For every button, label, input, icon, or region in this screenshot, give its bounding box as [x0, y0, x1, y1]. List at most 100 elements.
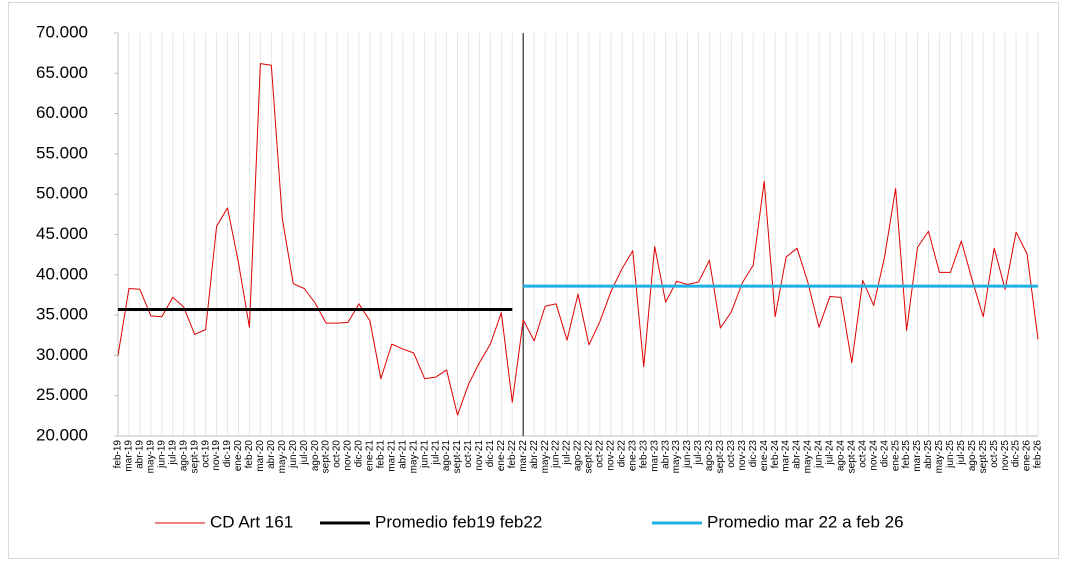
x-tick-label: mar-20 [255, 440, 266, 472]
x-tick-label: feb-19 [113, 440, 124, 469]
x-tick-label: may-20 [277, 440, 288, 474]
y-tick-label: 20.000 [36, 425, 88, 444]
x-tick-label: oct-25 [989, 440, 1000, 468]
x-tick-label: oct-21 [463, 440, 474, 468]
y-tick-label: 65.000 [36, 63, 88, 82]
y-tick-label: 55.000 [36, 143, 88, 162]
x-tick-label: oct-23 [726, 440, 737, 468]
x-tick-label: ago-21 [441, 440, 452, 472]
x-tick-label: mar-23 [649, 440, 660, 472]
y-tick-label: 40.000 [36, 264, 88, 283]
x-tick-label: nov-23 [737, 440, 748, 471]
x-tick-label: jul-22 [562, 440, 573, 466]
x-tick-label: jul-23 [693, 440, 704, 466]
x-tick-label: sept-24 [846, 440, 857, 474]
x-tick-label: nov-24 [868, 440, 879, 471]
x-tick-label: nov-25 [1000, 440, 1011, 471]
x-tick-label: abr-21 [397, 440, 408, 469]
x-tick-label: sept-20 [321, 440, 332, 474]
x-tick-label: abr-19 [135, 440, 146, 469]
x-tick-label: ene-22 [496, 440, 507, 472]
x-tick-label: sept-19 [189, 440, 200, 474]
y-tick-label: 35.000 [36, 305, 88, 324]
x-tick-label: feb-20 [244, 440, 255, 469]
y-tick-label: 60.000 [36, 103, 88, 122]
x-tick-label: oct-20 [332, 440, 343, 468]
y-tick-label: 30.000 [36, 345, 88, 364]
x-tick-label: dic-19 [222, 440, 233, 468]
x-tick-label: ago-22 [573, 440, 584, 472]
x-tick-label: jun-19 [156, 440, 167, 469]
x-tick-label: jun-24 [814, 440, 825, 469]
chart-border [8, 2, 1059, 559]
x-tick-label: jun-23 [682, 440, 693, 469]
series-line [117, 63, 1039, 416]
x-tick-label: dic-25 [1011, 440, 1022, 468]
x-tick-label: feb-23 [638, 440, 649, 469]
y-tick-label: 70.000 [36, 22, 88, 41]
legend-label: Promedio feb19 feb22 [375, 512, 542, 531]
x-tick-label: ago-24 [835, 440, 846, 472]
x-tick-label: sept-21 [452, 440, 463, 474]
x-tick-label: mar-25 [912, 440, 923, 472]
x-tick-label: oct-19 [200, 440, 211, 468]
x-tick-label: may-21 [408, 440, 419, 474]
x-tick-label: may-23 [671, 440, 682, 474]
x-tick-label: ene-26 [1022, 440, 1033, 472]
x-tick-label: nov-21 [474, 440, 485, 471]
x-tick-label: ago-23 [704, 440, 715, 472]
y-tick-label: 50.000 [36, 184, 88, 203]
x-tick-label: abr-20 [266, 440, 277, 469]
x-tick-label: nov-20 [343, 440, 354, 471]
x-tick-label: may-22 [540, 440, 551, 474]
x-tick-label: may-19 [145, 440, 156, 474]
x-tick-label: dic-24 [879, 440, 890, 468]
x-tick-label: nov-19 [211, 440, 222, 471]
x-tick-label: sept-25 [978, 440, 989, 474]
x-tick-label: oct-24 [857, 440, 868, 468]
x-tick-label: feb-24 [770, 440, 781, 469]
x-tick-label: ene-25 [890, 440, 901, 472]
x-tick-label: ago-19 [178, 440, 189, 472]
x-tick-label: jun-22 [551, 440, 562, 469]
x-tick-label: oct-22 [595, 440, 606, 468]
x-tick-label: abr-25 [923, 440, 934, 469]
x-tick-label: jun-20 [288, 440, 299, 469]
x-tick-label: jul-21 [430, 440, 441, 466]
legend-label: CD Art 161 [210, 512, 293, 531]
x-tick-label: jul-20 [299, 440, 310, 466]
x-tick-label: mar-21 [386, 440, 397, 472]
x-tick-label: feb-21 [375, 440, 386, 469]
x-tick-label: abr-23 [660, 440, 671, 469]
x-tick-label: nov-22 [605, 440, 616, 471]
x-tick-label: dic-23 [748, 440, 759, 468]
x-tick-label: jun-21 [419, 440, 430, 469]
x-tick-label: ago-25 [967, 440, 978, 472]
x-tick-label: may-24 [803, 440, 814, 474]
x-tick-label: dic-20 [354, 440, 365, 468]
y-tick-label: 25.000 [36, 385, 88, 404]
x-tick-label: feb-25 [901, 440, 912, 469]
x-tick-label: dic-21 [485, 440, 496, 468]
x-tick-label: ene-23 [627, 440, 638, 472]
x-tick-label: feb-26 [1033, 440, 1044, 469]
x-tick-label: may-25 [934, 440, 945, 474]
x-tick-label: ene-20 [233, 440, 244, 472]
legend-label: Promedio mar 22 a feb 26 [707, 512, 904, 531]
x-tick-label: abr-22 [529, 440, 540, 469]
x-tick-label: ago-20 [310, 440, 321, 472]
x-tick-label: mar-22 [518, 440, 529, 472]
x-tick-label: feb-22 [507, 440, 518, 469]
x-tick-label: mar-19 [124, 440, 135, 472]
x-tick-label: ene-24 [759, 440, 770, 472]
x-tick-label: jul-24 [825, 440, 836, 466]
x-tick-label: sept-23 [715, 440, 726, 474]
x-tick-label: mar-24 [781, 440, 792, 472]
x-tick-label: jun-25 [945, 440, 956, 469]
x-tick-label: jul-25 [956, 440, 967, 466]
x-tick-label: abr-24 [792, 440, 803, 469]
x-tick-label: sept-22 [584, 440, 595, 474]
x-tick-label: jul-19 [167, 440, 178, 466]
